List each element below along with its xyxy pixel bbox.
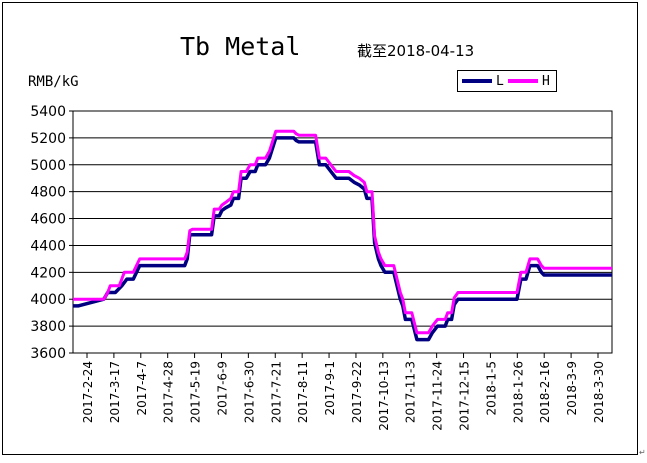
legend-item-h: H [508,71,550,91]
x-tick-label: 2017-9-22 [350,361,364,423]
x-tick-label: 2017-6-30 [242,361,256,423]
x-tick-label: 2017-11-3 [404,361,418,423]
x-tick-label: 2017-3-17 [108,361,122,423]
x-tick-label: 2017-7-21 [269,361,283,423]
x-tick-label: 2017-4-28 [162,361,176,423]
series-line-l [73,136,612,342]
y-tick-label: 5400 [30,104,66,120]
legend-swatch-h [508,79,538,83]
x-tick-label: 2017-10-13 [377,361,391,431]
y-tick-label: 5200 [30,131,66,147]
y-tick-label: 4200 [30,265,66,281]
y-tick-label: 5000 [30,158,66,174]
y-tick-label: 3600 [30,346,66,362]
series-line-h [73,129,612,335]
x-tick-label: 2017-2-24 [81,361,95,423]
y-tick-label: 4800 [30,185,66,201]
x-tick-label: 2017-6-9 [215,361,229,415]
chart-subtitle: 截至2018-04-13 [357,42,475,60]
paragraph-mark-icon: ↵ [639,448,646,457]
chart-legend: L H [457,70,557,92]
y-tick-label: 3800 [30,319,66,335]
x-tick-label: 2018-1-26 [511,361,525,423]
y-axis-label: RMB/kG [28,74,79,90]
legend-label-h: H [542,73,550,89]
x-tick-label: 2018-2-16 [538,361,552,423]
y-tick-label: 4000 [30,292,66,308]
y-tick-label: 4600 [30,212,66,228]
x-tick-label: 2017-9-1 [323,361,337,415]
x-tick-label: 2017-4-7 [135,361,149,415]
x-tick-label: 2017-12-15 [458,361,472,431]
legend-item-l: L [462,71,504,91]
x-tick-label: 2017-11-24 [431,361,445,431]
chart-title: Tb Metal [180,32,301,61]
legend-label-l: L [496,73,504,89]
x-tick-label: 2017-8-11 [296,361,310,423]
plot-area [72,110,613,354]
legend-swatch-l [462,79,492,83]
x-tick-label: 2018-1-5 [484,361,498,415]
y-tick-label: 4400 [30,238,66,254]
x-tick-label: 2017-5-19 [189,361,203,423]
x-tick-label: 2018-3-30 [592,361,606,423]
x-tick-label: 2018-3-9 [565,361,579,415]
